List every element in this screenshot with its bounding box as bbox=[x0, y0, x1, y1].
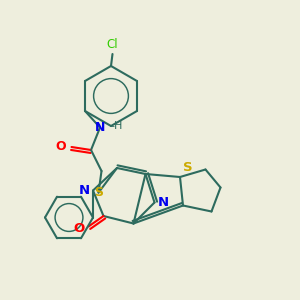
Text: -H: -H bbox=[110, 121, 123, 131]
Text: S: S bbox=[94, 186, 103, 199]
Text: O: O bbox=[56, 140, 66, 154]
Text: N: N bbox=[95, 121, 105, 134]
Text: N: N bbox=[78, 184, 89, 197]
Text: O: O bbox=[74, 221, 85, 235]
Text: Cl: Cl bbox=[107, 38, 118, 51]
Text: S: S bbox=[183, 161, 193, 174]
Text: N: N bbox=[158, 196, 169, 209]
